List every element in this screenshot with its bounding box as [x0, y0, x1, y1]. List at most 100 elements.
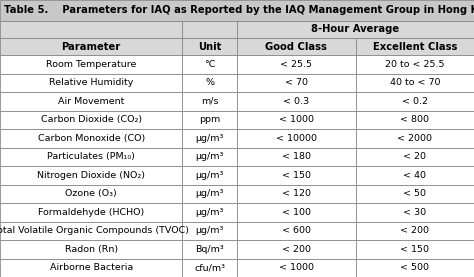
Bar	[182, 111, 237, 129]
Text: Room Temperature: Room Temperature	[46, 60, 137, 69]
Bar	[356, 111, 474, 129]
Bar	[0, 258, 182, 277]
Bar	[0, 111, 182, 129]
Bar	[182, 74, 237, 92]
Text: μg/m³: μg/m³	[196, 152, 224, 161]
Text: Total Volatile Organic Compounds (TVOC): Total Volatile Organic Compounds (TVOC)	[0, 226, 189, 235]
Bar	[237, 222, 356, 240]
Bar	[356, 166, 474, 184]
Bar	[0, 184, 182, 203]
Bar	[0, 166, 182, 184]
Bar	[182, 92, 237, 111]
Text: μg/m³: μg/m³	[196, 134, 224, 143]
Text: μg/m³: μg/m³	[196, 208, 224, 217]
Bar	[0, 240, 182, 258]
Text: Air Movement: Air Movement	[58, 97, 125, 106]
Bar	[237, 92, 356, 111]
Bar	[237, 148, 356, 166]
Bar	[0, 38, 182, 55]
Bar	[356, 222, 474, 240]
Bar	[237, 203, 356, 222]
Text: < 10000: < 10000	[276, 134, 317, 143]
Text: < 40: < 40	[403, 171, 426, 180]
Text: Table 5.    Parameters for IAQ as Reported by the IAQ Management Group in Hong K: Table 5. Parameters for IAQ as Reported …	[4, 5, 474, 16]
Text: Bq/m³: Bq/m³	[195, 245, 224, 254]
Bar	[0, 21, 182, 38]
Text: < 1000: < 1000	[279, 263, 314, 272]
Text: μg/m³: μg/m³	[196, 226, 224, 235]
Text: < 180: < 180	[282, 152, 311, 161]
Text: < 120: < 120	[282, 189, 311, 198]
Bar	[0, 129, 182, 148]
Text: ppm: ppm	[199, 115, 220, 124]
Bar	[182, 21, 237, 38]
Bar	[237, 129, 356, 148]
Bar	[182, 240, 237, 258]
Text: Particulates (PM₁₀): Particulates (PM₁₀)	[47, 152, 135, 161]
Text: Unit: Unit	[198, 42, 221, 52]
Bar	[237, 240, 356, 258]
Text: %: %	[205, 78, 214, 87]
Bar	[237, 111, 356, 129]
Text: < 0.3: < 0.3	[283, 97, 310, 106]
Text: Parameter: Parameter	[62, 42, 121, 52]
Bar	[356, 74, 474, 92]
Bar	[356, 92, 474, 111]
Bar	[182, 184, 237, 203]
Text: 8-Hour Average: 8-Hour Average	[311, 24, 400, 34]
Bar	[0, 0, 474, 21]
Text: μg/m³: μg/m³	[196, 171, 224, 180]
Bar	[356, 258, 474, 277]
Text: < 200: < 200	[400, 226, 429, 235]
Bar	[356, 55, 474, 74]
Bar	[237, 21, 474, 38]
Bar	[0, 222, 182, 240]
Text: 20 to < 25.5: 20 to < 25.5	[385, 60, 445, 69]
Bar	[356, 148, 474, 166]
Text: Carbon Monoxide (CO): Carbon Monoxide (CO)	[37, 134, 145, 143]
Text: Relative Humidity: Relative Humidity	[49, 78, 134, 87]
Bar	[0, 203, 182, 222]
Text: Airborne Bacteria: Airborne Bacteria	[50, 263, 133, 272]
Text: cfu/m³: cfu/m³	[194, 263, 225, 272]
Bar	[0, 148, 182, 166]
Bar	[0, 92, 182, 111]
Text: < 25.5: < 25.5	[280, 60, 312, 69]
Text: Nitrogen Dioxide (NO₂): Nitrogen Dioxide (NO₂)	[37, 171, 145, 180]
Bar	[182, 222, 237, 240]
Text: < 600: < 600	[282, 226, 311, 235]
Text: < 50: < 50	[403, 189, 426, 198]
Bar	[237, 184, 356, 203]
Bar	[182, 203, 237, 222]
Text: Radon (Rn): Radon (Rn)	[64, 245, 118, 254]
Text: < 2000: < 2000	[397, 134, 432, 143]
Bar	[356, 129, 474, 148]
Bar	[182, 38, 237, 55]
Text: < 150: < 150	[400, 245, 429, 254]
Bar	[182, 166, 237, 184]
Text: < 150: < 150	[282, 171, 311, 180]
Text: < 200: < 200	[282, 245, 311, 254]
Text: μg/m³: μg/m³	[196, 189, 224, 198]
Text: Carbon Dioxide (CO₂): Carbon Dioxide (CO₂)	[41, 115, 142, 124]
Bar	[356, 203, 474, 222]
Text: Ozone (O₃): Ozone (O₃)	[65, 189, 117, 198]
Bar	[182, 129, 237, 148]
Bar	[237, 166, 356, 184]
Text: < 1000: < 1000	[279, 115, 314, 124]
Bar	[237, 38, 356, 55]
Text: Excellent Class: Excellent Class	[373, 42, 457, 52]
Bar	[182, 55, 237, 74]
Bar	[182, 258, 237, 277]
Text: < 70: < 70	[285, 78, 308, 87]
Text: < 20: < 20	[403, 152, 426, 161]
Bar	[182, 148, 237, 166]
Text: < 0.2: < 0.2	[402, 97, 428, 106]
Bar	[0, 74, 182, 92]
Bar	[356, 38, 474, 55]
Text: Formaldehyde (HCHO): Formaldehyde (HCHO)	[38, 208, 145, 217]
Text: °C: °C	[204, 60, 215, 69]
Text: m/s: m/s	[201, 97, 219, 106]
Text: 40 to < 70: 40 to < 70	[390, 78, 440, 87]
Text: < 30: < 30	[403, 208, 426, 217]
